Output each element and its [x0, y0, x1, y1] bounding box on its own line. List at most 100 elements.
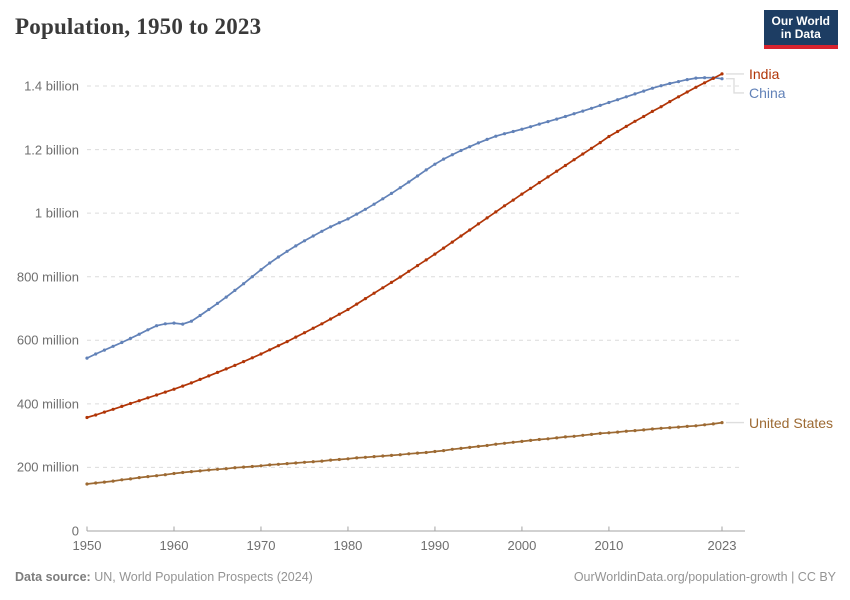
data-point-marker[interactable] — [329, 317, 333, 321]
series-label-india[interactable]: India — [749, 65, 780, 82]
data-point-marker[interactable] — [372, 202, 376, 206]
data-point-marker[interactable] — [137, 399, 141, 403]
data-point-marker[interactable] — [642, 428, 646, 432]
data-point-marker[interactable] — [633, 429, 637, 433]
data-point-marker[interactable] — [563, 435, 568, 439]
data-point-marker[interactable] — [189, 470, 193, 474]
data-point-marker[interactable] — [85, 415, 89, 420]
data-point-marker[interactable] — [546, 120, 550, 124]
data-point-marker[interactable] — [711, 422, 715, 426]
data-point-marker[interactable] — [703, 423, 707, 427]
data-point-marker[interactable] — [659, 84, 663, 88]
series-line-united-states[interactable] — [85, 421, 724, 486]
data-point-marker[interactable] — [494, 210, 498, 214]
data-point-marker[interactable] — [363, 297, 367, 301]
data-point-marker[interactable] — [450, 153, 454, 157]
data-point-marker[interactable] — [703, 81, 707, 85]
data-point-marker[interactable] — [294, 335, 298, 339]
data-point-marker[interactable] — [520, 439, 524, 443]
data-point-marker[interactable] — [302, 331, 307, 335]
data-point-marker[interactable] — [633, 92, 637, 96]
data-point-marker[interactable] — [563, 114, 568, 119]
data-point-marker[interactable] — [633, 119, 637, 123]
data-point-marker[interactable] — [189, 381, 193, 385]
data-point-marker[interactable] — [242, 360, 246, 364]
series-path-china[interactable] — [86, 76, 723, 359]
data-point-marker[interactable] — [424, 168, 428, 172]
data-point-marker[interactable] — [398, 275, 402, 279]
data-point-marker[interactable] — [215, 301, 220, 305]
data-point-marker[interactable] — [207, 374, 211, 378]
data-point-marker[interactable] — [511, 129, 515, 134]
series-label-united-states[interactable]: United States — [749, 414, 834, 431]
data-point-marker[interactable] — [294, 461, 298, 465]
data-point-marker[interactable] — [111, 479, 115, 483]
data-point-marker[interactable] — [302, 239, 307, 243]
data-point-marker[interactable] — [311, 460, 315, 464]
data-point-marker[interactable] — [146, 475, 150, 479]
data-point-marker[interactable] — [502, 441, 507, 445]
data-point-marker[interactable] — [337, 221, 341, 225]
data-point-marker[interactable] — [676, 80, 681, 84]
data-point-marker[interactable] — [415, 264, 420, 268]
data-point-marker[interactable] — [250, 356, 254, 360]
data-point-marker[interactable] — [94, 413, 98, 417]
data-point-marker[interactable] — [442, 449, 446, 453]
data-point-marker[interactable] — [659, 426, 663, 430]
data-point-marker[interactable] — [650, 109, 655, 113]
data-point-marker[interactable] — [563, 163, 568, 168]
data-point-marker[interactable] — [589, 106, 594, 110]
data-point-marker[interactable] — [642, 114, 646, 119]
data-point-marker[interactable] — [476, 222, 480, 226]
data-point-marker[interactable] — [94, 352, 98, 356]
data-point-marker[interactable] — [407, 180, 411, 184]
data-point-marker[interactable] — [285, 340, 289, 344]
data-point-marker[interactable] — [155, 393, 159, 397]
data-point-marker[interactable] — [363, 207, 367, 211]
data-point-marker[interactable] — [572, 434, 576, 438]
data-point-marker[interactable] — [668, 81, 672, 86]
data-point-marker[interactable] — [433, 449, 437, 454]
data-point-marker[interactable] — [572, 158, 576, 162]
data-point-marker[interactable] — [685, 90, 689, 94]
data-point-marker[interactable] — [224, 295, 228, 299]
data-point-marker[interactable] — [259, 464, 263, 468]
data-point-marker[interactable] — [676, 425, 681, 429]
data-point-marker[interactable] — [459, 446, 463, 450]
data-point-marker[interactable] — [102, 410, 106, 414]
data-point-marker[interactable] — [381, 286, 385, 290]
data-point-marker[interactable] — [337, 457, 341, 462]
data-point-marker[interactable] — [389, 280, 394, 284]
data-point-marker[interactable] — [616, 98, 620, 102]
data-point-marker[interactable] — [242, 282, 246, 286]
data-point-marker[interactable] — [476, 444, 480, 448]
data-point-marker[interactable] — [720, 77, 724, 81]
data-point-marker[interactable] — [694, 424, 698, 428]
data-point-marker[interactable] — [181, 322, 185, 326]
data-point-marker[interactable] — [468, 445, 472, 449]
data-point-marker[interactable] — [329, 225, 333, 229]
data-point-marker[interactable] — [163, 322, 167, 326]
data-point-marker[interactable] — [137, 332, 141, 336]
data-point-marker[interactable] — [163, 473, 167, 477]
data-point-marker[interactable] — [555, 117, 559, 121]
data-point-marker[interactable] — [407, 452, 411, 456]
data-point-marker[interactable] — [485, 216, 489, 220]
data-point-marker[interactable] — [102, 348, 106, 352]
data-point-marker[interactable] — [294, 244, 298, 248]
data-point-marker[interactable] — [685, 78, 689, 82]
data-point-marker[interactable] — [537, 437, 541, 442]
data-point-marker[interactable] — [120, 340, 124, 345]
data-point-marker[interactable] — [250, 275, 254, 279]
data-point-marker[interactable] — [529, 186, 533, 190]
data-point-marker[interactable] — [598, 431, 602, 435]
data-point-marker[interactable] — [529, 125, 533, 129]
series-line-china[interactable] — [85, 76, 724, 360]
data-point-marker[interactable] — [494, 442, 498, 446]
data-point-marker[interactable] — [616, 430, 620, 434]
data-point-marker[interactable] — [520, 192, 524, 196]
data-point-marker[interactable] — [537, 122, 541, 126]
data-point-marker[interactable] — [442, 157, 446, 161]
data-point-marker[interactable] — [676, 95, 681, 99]
